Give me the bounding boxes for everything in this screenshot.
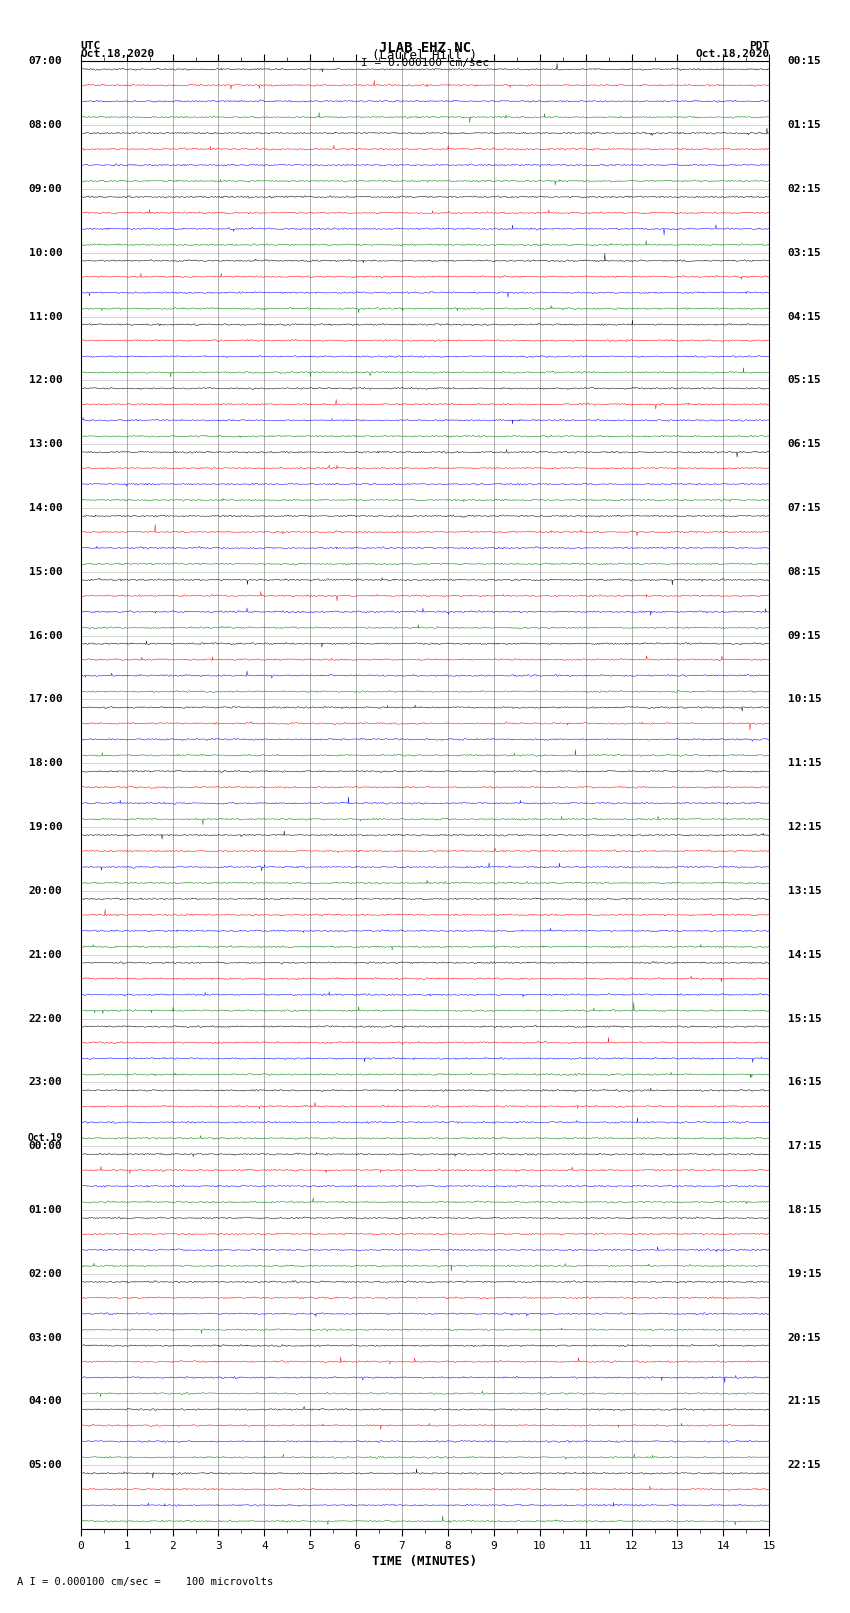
Text: 18:15: 18:15 — [788, 1205, 821, 1215]
Text: Oct.18,2020: Oct.18,2020 — [695, 50, 769, 60]
Text: 08:00: 08:00 — [29, 119, 62, 131]
Text: 18:00: 18:00 — [29, 758, 62, 768]
Text: 11:00: 11:00 — [29, 311, 62, 321]
Text: 04:15: 04:15 — [788, 311, 821, 321]
Text: 20:00: 20:00 — [29, 886, 62, 895]
Text: 16:00: 16:00 — [29, 631, 62, 640]
Text: 15:15: 15:15 — [788, 1013, 821, 1024]
Text: 15:00: 15:00 — [29, 566, 62, 577]
Text: Oct.18,2020: Oct.18,2020 — [81, 50, 155, 60]
Text: 02:00: 02:00 — [29, 1269, 62, 1279]
Text: 13:15: 13:15 — [788, 886, 821, 895]
Text: 01:00: 01:00 — [29, 1205, 62, 1215]
Text: A I = 0.000100 cm/sec =    100 microvolts: A I = 0.000100 cm/sec = 100 microvolts — [17, 1578, 273, 1587]
Text: 09:00: 09:00 — [29, 184, 62, 194]
Text: 11:15: 11:15 — [788, 758, 821, 768]
Text: 05:15: 05:15 — [788, 376, 821, 386]
Text: 22:00: 22:00 — [29, 1013, 62, 1024]
Text: 19:00: 19:00 — [29, 823, 62, 832]
Text: 13:00: 13:00 — [29, 439, 62, 448]
Text: 17:15: 17:15 — [788, 1142, 821, 1152]
Text: 19:15: 19:15 — [788, 1269, 821, 1279]
Text: 06:15: 06:15 — [788, 439, 821, 448]
Text: Oct.19: Oct.19 — [27, 1134, 62, 1144]
Text: 02:15: 02:15 — [788, 184, 821, 194]
Text: 14:00: 14:00 — [29, 503, 62, 513]
Text: PDT: PDT — [749, 40, 769, 52]
Text: UTC: UTC — [81, 40, 101, 52]
Text: 01:15: 01:15 — [788, 119, 821, 131]
Text: 07:15: 07:15 — [788, 503, 821, 513]
Text: 22:15: 22:15 — [788, 1460, 821, 1471]
Text: 05:00: 05:00 — [29, 1460, 62, 1471]
Text: 23:00: 23:00 — [29, 1077, 62, 1087]
Text: 21:00: 21:00 — [29, 950, 62, 960]
Text: 14:15: 14:15 — [788, 950, 821, 960]
Text: I = 0.000100 cm/sec: I = 0.000100 cm/sec — [361, 58, 489, 68]
Text: 07:00: 07:00 — [29, 56, 62, 66]
Text: 00:00: 00:00 — [29, 1142, 62, 1152]
Text: 03:00: 03:00 — [29, 1332, 62, 1342]
Text: 17:00: 17:00 — [29, 695, 62, 705]
Text: 04:00: 04:00 — [29, 1397, 62, 1407]
Text: 09:15: 09:15 — [788, 631, 821, 640]
Text: 21:15: 21:15 — [788, 1397, 821, 1407]
Text: JLAB EHZ NC: JLAB EHZ NC — [379, 40, 471, 55]
Text: 12:00: 12:00 — [29, 376, 62, 386]
Text: 08:15: 08:15 — [788, 566, 821, 577]
X-axis label: TIME (MINUTES): TIME (MINUTES) — [372, 1555, 478, 1568]
Text: 20:15: 20:15 — [788, 1332, 821, 1342]
Text: (Laurel Hill ): (Laurel Hill ) — [372, 50, 478, 63]
Text: 16:15: 16:15 — [788, 1077, 821, 1087]
Text: 00:15: 00:15 — [788, 56, 821, 66]
Text: 03:15: 03:15 — [788, 248, 821, 258]
Text: 12:15: 12:15 — [788, 823, 821, 832]
Text: 10:15: 10:15 — [788, 695, 821, 705]
Text: 10:00: 10:00 — [29, 248, 62, 258]
